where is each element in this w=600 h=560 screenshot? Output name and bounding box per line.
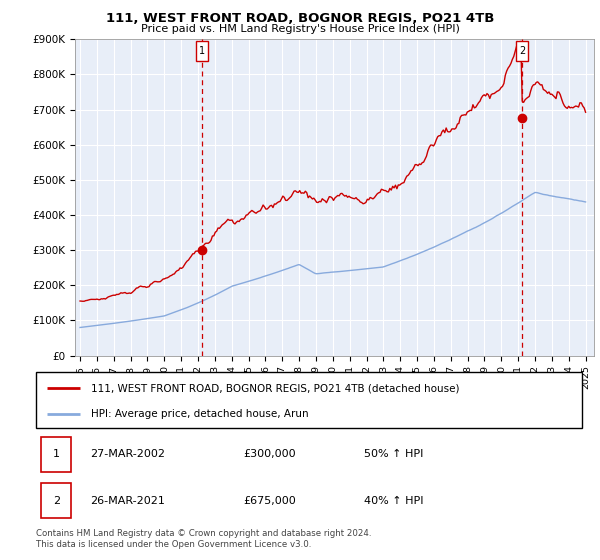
Text: 2: 2 xyxy=(53,496,60,506)
Text: 2: 2 xyxy=(519,46,525,56)
FancyBboxPatch shape xyxy=(196,41,208,62)
FancyBboxPatch shape xyxy=(516,41,528,62)
FancyBboxPatch shape xyxy=(41,437,71,472)
Text: 111, WEST FRONT ROAD, BOGNOR REGIS, PO21 4TB (detached house): 111, WEST FRONT ROAD, BOGNOR REGIS, PO21… xyxy=(91,383,459,393)
FancyBboxPatch shape xyxy=(36,372,582,428)
Text: HPI: Average price, detached house, Arun: HPI: Average price, detached house, Arun xyxy=(91,409,308,419)
Text: Contains HM Land Registry data © Crown copyright and database right 2024.
This d: Contains HM Land Registry data © Crown c… xyxy=(36,529,371,549)
Text: 27-MAR-2002: 27-MAR-2002 xyxy=(91,449,166,459)
Text: 1: 1 xyxy=(53,449,60,459)
Text: 1: 1 xyxy=(199,46,205,56)
Text: 26-MAR-2021: 26-MAR-2021 xyxy=(91,496,166,506)
Text: 111, WEST FRONT ROAD, BOGNOR REGIS, PO21 4TB: 111, WEST FRONT ROAD, BOGNOR REGIS, PO21… xyxy=(106,12,494,25)
Text: 40% ↑ HPI: 40% ↑ HPI xyxy=(364,496,423,506)
Text: £300,000: £300,000 xyxy=(244,449,296,459)
Text: Price paid vs. HM Land Registry's House Price Index (HPI): Price paid vs. HM Land Registry's House … xyxy=(140,24,460,34)
Text: £675,000: £675,000 xyxy=(244,496,296,506)
FancyBboxPatch shape xyxy=(41,483,71,518)
Text: 50% ↑ HPI: 50% ↑ HPI xyxy=(364,449,423,459)
